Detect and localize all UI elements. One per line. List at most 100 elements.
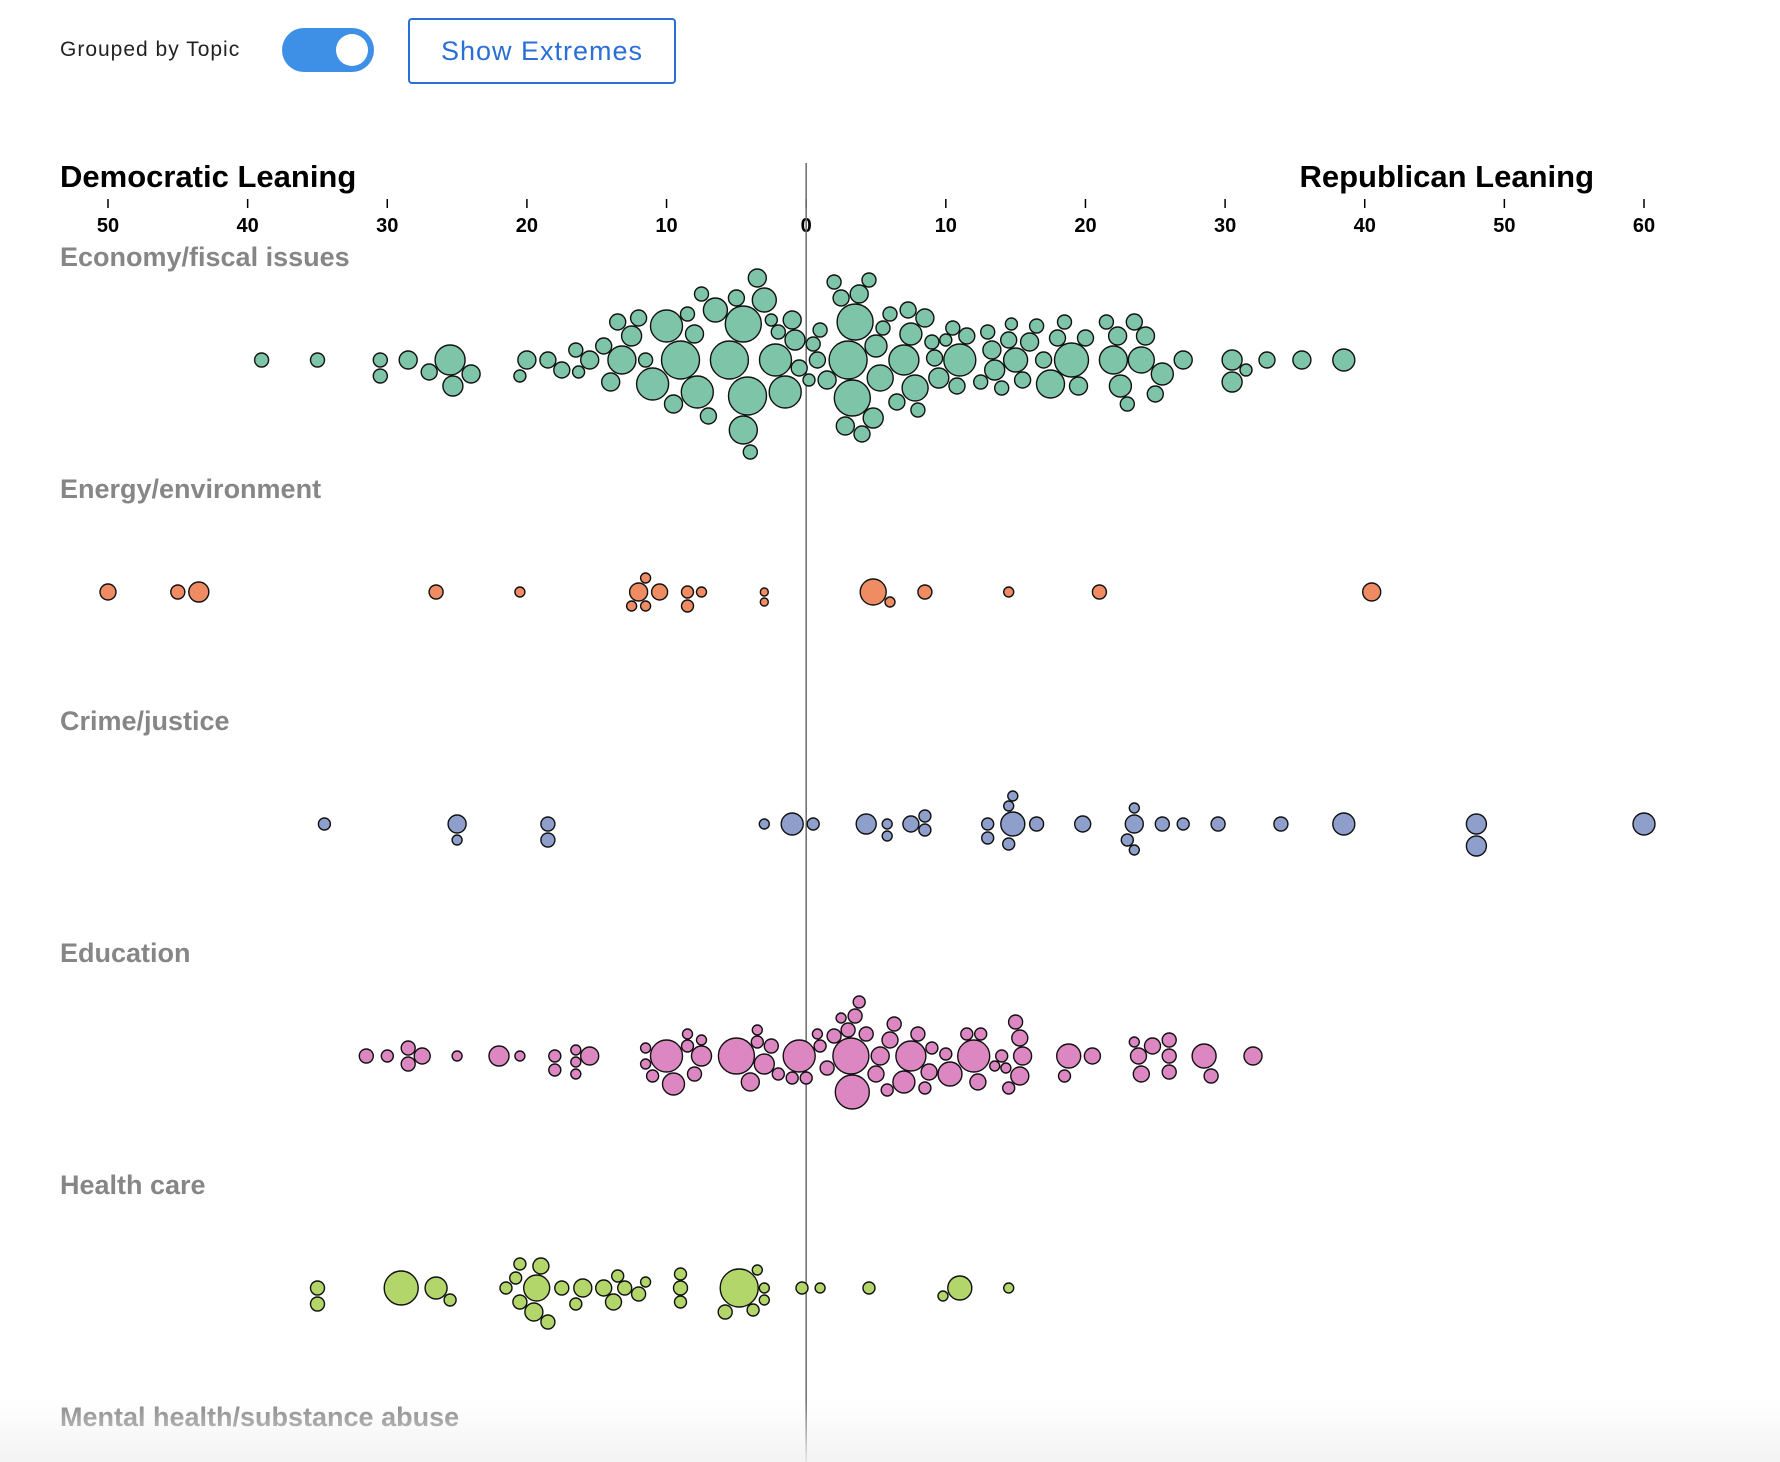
data-point [649, 1039, 684, 1073]
data-point [1000, 811, 1026, 837]
data-point [539, 351, 557, 369]
data-point [639, 1276, 652, 1288]
data-point [727, 289, 746, 307]
data-point [684, 324, 705, 344]
data-point [1007, 1014, 1024, 1030]
data-point [309, 1280, 326, 1296]
data-point [928, 367, 950, 389]
data-point [420, 363, 438, 381]
data-point [901, 374, 929, 402]
data-point [886, 1016, 902, 1032]
data-point [639, 1058, 652, 1070]
data-point [1161, 1064, 1177, 1080]
data-point [635, 367, 670, 401]
data-point [317, 817, 332, 831]
data-point [811, 1028, 824, 1040]
group-label: Health care [60, 1170, 206, 1200]
data-point [937, 1061, 963, 1087]
data-point [805, 336, 821, 352]
data-point [628, 582, 649, 602]
data-point [1000, 1062, 1012, 1074]
data-point [826, 1028, 842, 1044]
data-point [358, 1048, 374, 1064]
data-point [609, 313, 627, 331]
data-point [920, 1063, 938, 1081]
data-point [686, 1066, 703, 1082]
data-point [699, 407, 718, 425]
data-point [499, 1281, 513, 1295]
data-point [771, 1067, 785, 1081]
data-point [650, 583, 669, 601]
data-point [899, 322, 923, 346]
data-point [870, 1046, 890, 1066]
data-point [947, 1275, 973, 1301]
x-tick-label: 30 [1214, 215, 1236, 237]
data-point [532, 1257, 550, 1275]
data-point [1028, 318, 1045, 334]
data-point [681, 1028, 694, 1040]
data-point [580, 350, 600, 370]
x-tick-label: 10 [655, 215, 677, 237]
data-point [451, 834, 463, 846]
data-point [784, 329, 806, 351]
data-point [888, 393, 906, 411]
data-point [661, 1072, 686, 1096]
data-point [569, 1297, 583, 1311]
data-point [1465, 835, 1488, 857]
x-tick-label: 50 [1493, 215, 1515, 237]
data-point [724, 305, 762, 343]
data-point [806, 817, 820, 831]
data-point [512, 1294, 528, 1310]
data-point [751, 1264, 763, 1276]
data-point [750, 1035, 764, 1049]
data-point [1258, 351, 1276, 369]
data-point [858, 1026, 874, 1042]
data-point [751, 1024, 763, 1036]
data-point [834, 1074, 870, 1110]
x-tick-label: 10 [935, 215, 957, 237]
group-label: Education [60, 938, 191, 968]
data-point [925, 349, 944, 367]
data-point [1007, 790, 1019, 802]
x-tick-label: 60 [1633, 215, 1655, 237]
data-point [875, 320, 891, 336]
data-point [1048, 329, 1067, 347]
data-point [840, 1022, 856, 1038]
data-point [751, 287, 777, 313]
data-point [540, 816, 556, 832]
data-point [1083, 1047, 1102, 1065]
data-point [645, 1069, 660, 1083]
data-point [99, 583, 117, 601]
data-point [680, 585, 695, 599]
data-point [989, 1060, 1001, 1072]
data-point [1004, 317, 1019, 331]
data-point [540, 832, 556, 848]
data-point [828, 340, 868, 380]
data-point [442, 375, 464, 397]
data-point [864, 334, 888, 358]
data-point [573, 1278, 593, 1298]
data-point [663, 394, 684, 414]
data-point [309, 352, 326, 368]
group-label: Crime/justice [60, 706, 230, 736]
data-point [540, 1314, 556, 1330]
data-point [888, 344, 920, 376]
grouped-by-topic-toggle[interactable] [282, 28, 374, 72]
data-point [1221, 349, 1243, 371]
data-point [372, 352, 388, 368]
data-point [673, 1267, 688, 1281]
data-point [620, 325, 643, 347]
data-point [980, 324, 996, 340]
data-point [759, 587, 769, 597]
data-point [639, 1042, 652, 1054]
data-point [1119, 396, 1136, 412]
data-point [862, 407, 884, 429]
data-point [434, 344, 466, 376]
data-point [1128, 1036, 1141, 1048]
data-point [400, 1040, 416, 1056]
data-point [188, 581, 210, 603]
data-point [770, 324, 786, 340]
data-point [1143, 1037, 1162, 1055]
show-extremes-button[interactable]: Show Extremes [408, 18, 676, 84]
right-title: Republican Leaning [1299, 159, 1594, 194]
